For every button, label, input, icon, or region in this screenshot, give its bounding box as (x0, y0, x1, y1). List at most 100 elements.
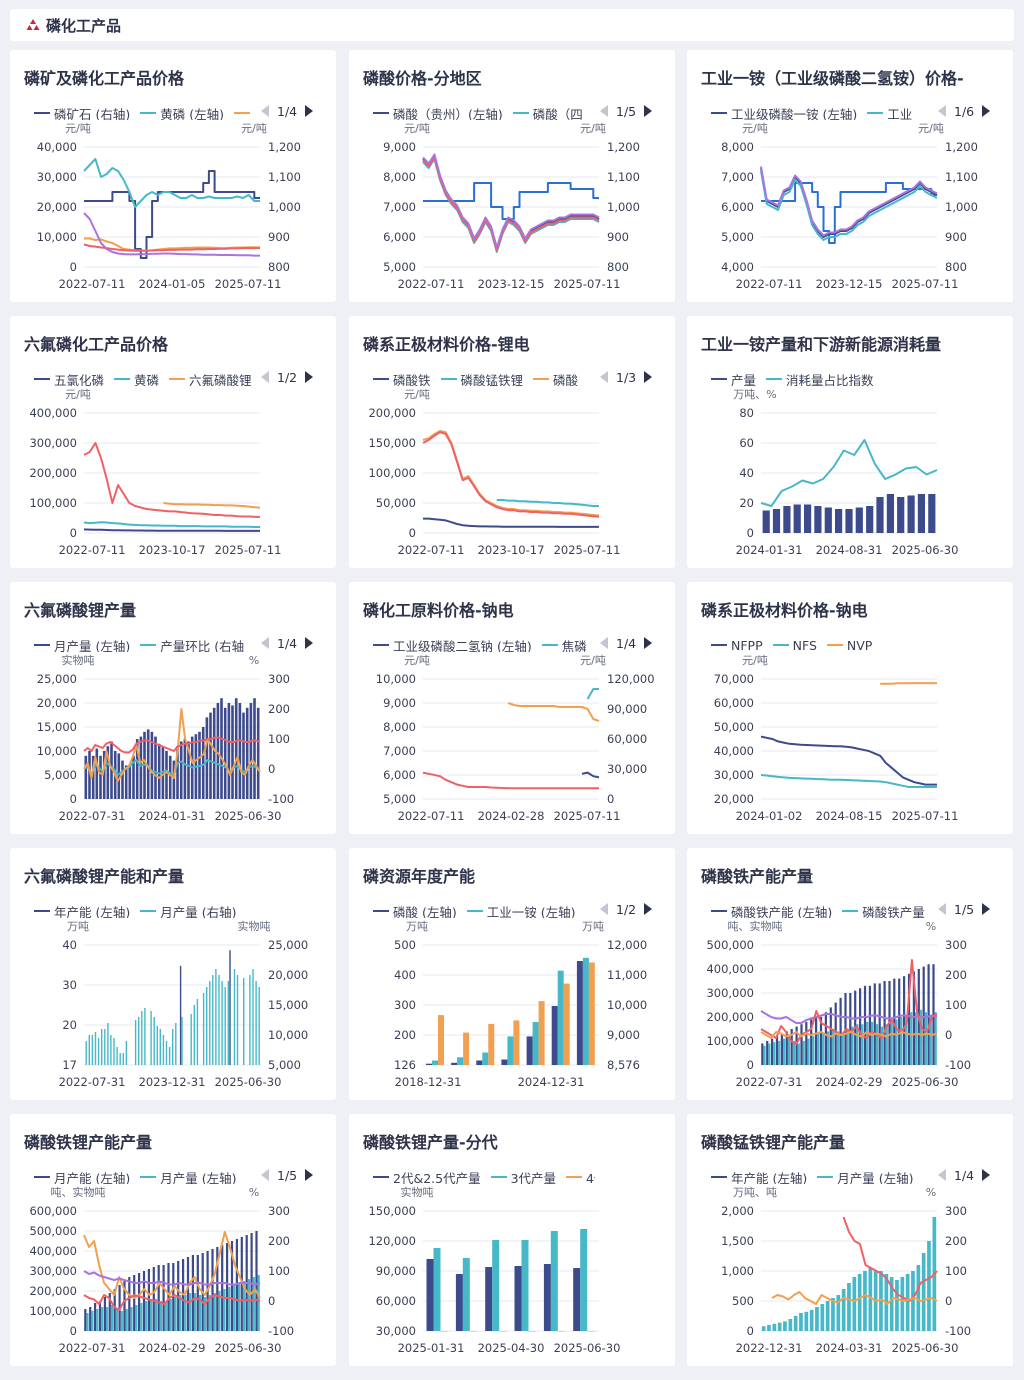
legend-item[interactable]: 工业级磷酸二氢钠 (左轴) (373, 636, 532, 652)
bar-mark (179, 741, 183, 799)
legend-item[interactable]: 年产能 (左轴) (34, 902, 130, 918)
legend-item[interactable]: 磷酸铁 (373, 370, 431, 386)
legend-item[interactable]: NFS (772, 638, 817, 652)
series-line (760, 1031, 938, 1039)
prev-page-arrow-icon[interactable] (600, 637, 608, 649)
next-page-arrow-icon[interactable] (982, 105, 991, 117)
legend-swatch (34, 644, 50, 646)
next-page-arrow-icon[interactable] (305, 1169, 314, 1181)
legend-item[interactable]: 4代产量 (566, 1168, 595, 1184)
legend-item[interactable]: 月产量 (左轴) (34, 636, 130, 652)
bar-mark (820, 1304, 825, 1331)
legend-item[interactable]: 磷酸 (左轴) (373, 902, 457, 918)
chart-title: 工业一铵（工业级磷酸二氢铵）价格- (701, 69, 964, 88)
legend-item[interactable]: 月产能 (左轴) (34, 1168, 130, 1184)
legend-label: 磷酸（四 (532, 106, 583, 121)
prev-page-arrow-icon[interactable] (600, 903, 608, 915)
next-page-arrow-icon[interactable] (644, 105, 653, 117)
y-tick-label: 200,000 (368, 406, 416, 420)
legend-swatch (34, 910, 50, 912)
next-page-arrow-icon[interactable] (982, 903, 991, 915)
next-page-arrow-icon[interactable] (305, 637, 314, 649)
legend-item[interactable]: 2代&2.5代产量 (373, 1168, 481, 1184)
y-tick-label: 10,000 (37, 744, 77, 758)
prev-page-arrow-icon[interactable] (600, 105, 608, 117)
next-page-arrow-icon[interactable] (305, 371, 314, 383)
legend-item[interactable]: NFPP (711, 638, 763, 652)
bar-mark (231, 705, 234, 799)
x-tick-label: 2025-06-30 (892, 1341, 959, 1355)
next-page-arrow-icon[interactable] (644, 903, 653, 915)
prev-page-arrow-icon[interactable] (261, 371, 269, 383)
next-page-arrow-icon[interactable] (982, 1169, 991, 1181)
prev-page-arrow-icon[interactable] (261, 1169, 269, 1181)
x-tick-label: 2025-06-30 (215, 1341, 282, 1355)
legend-item[interactable]: 磷酸 (533, 370, 578, 386)
y-right-tick-label: 15,000 (268, 998, 308, 1012)
legend-item[interactable]: 黄磷 (114, 370, 159, 386)
legend-item[interactable]: 磷酸锰铁锂 (440, 370, 523, 386)
legend-item[interactable]: 黄磷 (左轴) (140, 104, 224, 120)
prev-page-arrow-icon[interactable] (938, 903, 946, 915)
legend-item[interactable]: 年产能 (左轴) (711, 1168, 807, 1184)
bar-mark (125, 1041, 128, 1065)
legend-page-indicator: 1/4 (277, 103, 298, 119)
legend-item[interactable]: 磷酸（贵州）(左轴) (373, 104, 503, 120)
series-line (422, 431, 600, 518)
prev-page-arrow-icon[interactable] (261, 637, 269, 649)
y-right-tick-label: 10,000 (607, 998, 647, 1012)
legend-item[interactable]: 3代产量 (490, 1168, 556, 1184)
y-right-tick-label: -100 (945, 1058, 971, 1072)
bar-mark (772, 509, 781, 533)
y-tick-label: 0 (747, 526, 754, 540)
legend-item[interactable]: 工业 (867, 104, 912, 120)
next-page-arrow-icon[interactable] (305, 105, 314, 117)
bar-mark (802, 1041, 805, 1065)
legend-swatch (373, 378, 389, 380)
series-line (83, 528, 260, 532)
legend-item[interactable]: 六氟磷酸锂 (169, 370, 252, 386)
bar-mark (97, 1038, 100, 1065)
bar-mark (116, 1047, 118, 1065)
legend-item[interactable]: 磷矿石 (右轴) (34, 104, 131, 121)
legend-item[interactable]: 消耗量占比指数 (766, 370, 874, 386)
legend-item[interactable]: 月产量 (左轴) (140, 1168, 236, 1184)
legend-item[interactable]: 磷酸铁产能 (左轴) (711, 902, 832, 918)
y-right-tick-label: 200 (945, 968, 967, 982)
prev-page-arrow-icon[interactable] (600, 371, 608, 383)
bar-mark (123, 1281, 126, 1331)
legend-page-indicator: 1/5 (616, 103, 637, 119)
prev-page-arrow-icon[interactable] (938, 1169, 946, 1181)
legend-item[interactable]: 月产量 (右轴) (140, 902, 236, 918)
next-page-arrow-icon[interactable] (644, 371, 653, 383)
x-tick-label: 2022-07-11 (736, 277, 803, 291)
left-axis-unit: 元/吨 (404, 122, 430, 135)
legend-item[interactable]: 磷酸（四 (512, 104, 583, 121)
bar-mark (836, 1295, 841, 1331)
legend-item[interactable] (233, 112, 254, 114)
bar-mark (780, 1033, 783, 1065)
legend-pager: 1/4 (600, 634, 670, 652)
bar-mark (841, 1033, 844, 1065)
legend-label: 磷矿石 (右轴) (54, 106, 131, 121)
legend-item[interactable]: 五氯化磷 (34, 370, 104, 386)
bar-mark (247, 1279, 250, 1331)
legend-item[interactable]: 产量环比 (右轴 (140, 636, 244, 652)
prev-page-arrow-icon[interactable] (261, 105, 269, 117)
legend-item[interactable]: NVP (826, 638, 872, 652)
bar-mark (157, 743, 161, 799)
legend-item[interactable]: 月产量 (左轴) (817, 1168, 913, 1184)
series-line (586, 688, 599, 700)
prev-page-arrow-icon[interactable] (938, 105, 946, 117)
legend-item[interactable]: 焦磷 (541, 636, 587, 652)
bar-mark (934, 1012, 937, 1065)
legend-item[interactable]: 工业一铵 (左轴) (466, 902, 575, 918)
bar-mark (165, 751, 168, 799)
bar-mark (924, 1012, 927, 1065)
bar-mark (91, 1035, 94, 1065)
legend-item[interactable]: 产量 (711, 370, 756, 386)
next-page-arrow-icon[interactable] (644, 637, 653, 649)
legend-item[interactable]: 磷酸铁产量 (842, 902, 925, 918)
legend-item[interactable]: 工业级磷酸一铵 (左轴) (711, 104, 857, 120)
x-tick-label: 2025-06-30 (215, 1075, 282, 1089)
